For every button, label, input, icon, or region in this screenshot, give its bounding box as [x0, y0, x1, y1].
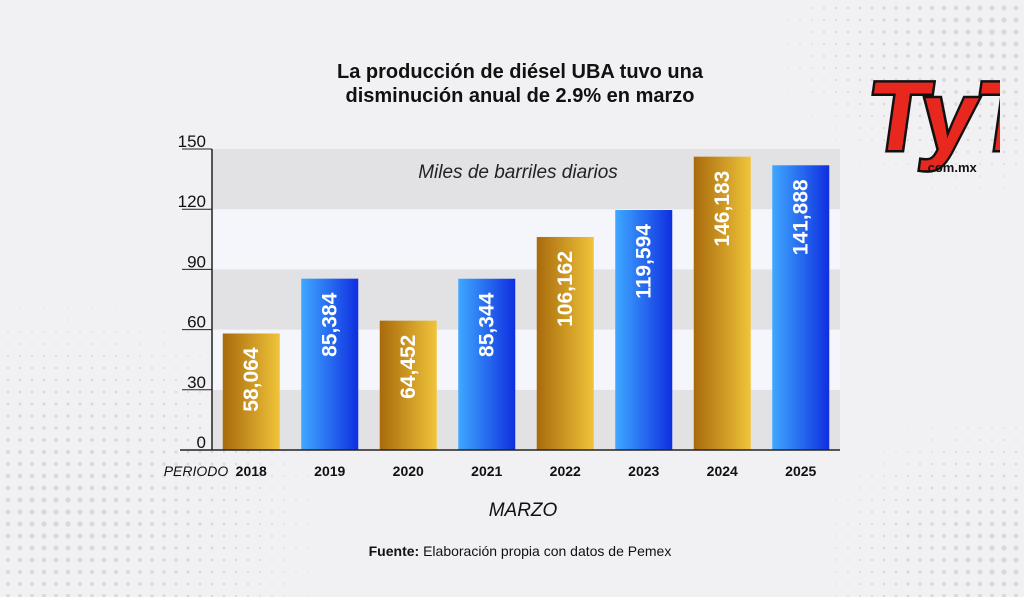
bar-value-label: 58,064: [240, 347, 263, 412]
bar-2022: [536, 236, 594, 450]
x-tick-label: 2019: [314, 463, 345, 479]
bar-value-label: 85,344: [476, 292, 499, 357]
x-tick-label: 2021: [471, 463, 502, 479]
x-tick-label: 2018: [236, 463, 267, 479]
logo-text: TyT: [862, 61, 1000, 170]
bar-value-label: 141,888: [790, 179, 813, 255]
x-tick-label: 2023: [628, 463, 659, 479]
source-text: Elaboración propia con datos de Pemex: [423, 543, 672, 559]
bar-2019: [301, 278, 359, 450]
bar-value-label: 146,183: [711, 171, 734, 247]
source-note: Fuente: Elaboración propia con datos de …: [300, 543, 740, 559]
bar-2025: [772, 165, 830, 450]
title-line-2: disminución anual de 2.9% en marzo: [345, 85, 695, 107]
unit-label: Miles de barriles diarios: [418, 162, 618, 183]
x-axis-title: MARZO: [489, 500, 558, 521]
title-line-1: La producción de diésel UBA tuvo una: [337, 61, 703, 83]
y-tick-label: 120: [178, 192, 206, 211]
logo-domain: .com.mx: [924, 160, 977, 175]
y-tick-label: 60: [187, 313, 206, 332]
source-label: Fuente:: [368, 543, 420, 559]
x-tick-label: 2022: [550, 463, 581, 479]
y-tick-label: 0: [197, 433, 206, 452]
y-tick-label: 150: [178, 132, 206, 151]
x-axis-prefix: PERIODO: [164, 463, 229, 479]
bar-value-label: 64,452: [397, 335, 420, 399]
x-tick-label: 2024: [707, 463, 738, 479]
bar-2020: [379, 320, 437, 450]
bar-value-label: 119,594: [633, 224, 656, 299]
bar-2021: [458, 278, 516, 450]
bar-2018: [222, 333, 280, 450]
bar-2024: [693, 156, 751, 451]
bar-value-label: 106,162: [554, 251, 577, 327]
y-tick-label: 90: [187, 252, 206, 271]
bar-value-label: 85,384: [319, 292, 342, 357]
y-tick-label: 30: [187, 373, 206, 392]
tyt-logo: TyT: [860, 59, 1000, 173]
bar-2023: [615, 210, 673, 450]
chart-title: La producción de diésel UBA tuvo una dis…: [300, 60, 740, 108]
x-tick-label: 2020: [393, 463, 424, 479]
x-tick-label: 2025: [785, 463, 816, 479]
